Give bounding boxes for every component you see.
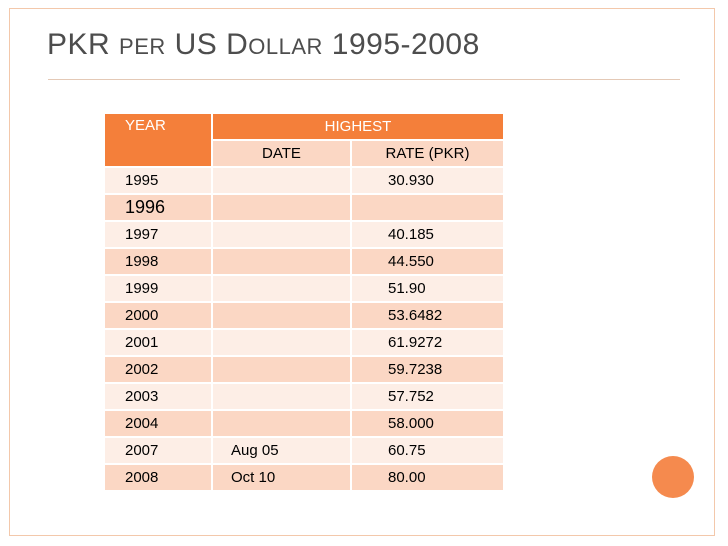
year-cell: 1997 (103, 220, 213, 249)
table-row: 2008 Oct 10 80.00 (103, 463, 505, 492)
decorative-circle (652, 456, 694, 498)
date-cell (211, 382, 352, 411)
title-part-small: PER (119, 34, 166, 59)
header-rate: RATE (PKR) (350, 139, 505, 168)
table-row: 2007 Aug 05 60.75 (103, 436, 505, 465)
rate-cell: 60.75 (350, 436, 505, 465)
exchange-rate-table: YEAR HIGHEST DATE RATE (PKR) 1995 30.930 1… (103, 112, 505, 492)
table-row: 1995 30.930 (103, 166, 505, 195)
header-date: DATE (211, 139, 352, 168)
title-part: US D (165, 28, 249, 61)
rate-cell: 51.90 (350, 274, 505, 303)
header-year: YEAR (103, 112, 213, 168)
title-part: 1995-2008 (322, 28, 480, 61)
date-cell (211, 247, 352, 276)
subheader-row: DATE RATE (PKR) (104, 139, 505, 168)
year-cell: 1996 (103, 193, 213, 222)
rate-cell: 61.9272 (350, 328, 505, 357)
header-highest: HIGHEST (211, 112, 505, 141)
title-part: PKR (47, 28, 120, 61)
year-cell: 1995 (103, 166, 213, 195)
slide-title: PKR PER US DOLLAR 1995-2008 (47, 28, 480, 62)
date-cell: Oct 10 (211, 463, 352, 492)
date-cell (211, 328, 352, 357)
table-row: 2003 57.752 (103, 382, 505, 411)
rate-cell: 53.6482 (350, 301, 505, 330)
year-cell: 2000 (103, 301, 213, 330)
date-cell (211, 166, 352, 195)
rate-cell: 30.930 (350, 166, 505, 195)
title-part-small: OLLAR (248, 34, 323, 59)
year-cell: 2004 (103, 409, 213, 438)
header-row: YEAR HIGHEST (103, 112, 505, 168)
rate-cell: 57.752 (350, 382, 505, 411)
rate-cell: 80.00 (350, 463, 505, 492)
table-row: 1998 44.550 (103, 247, 505, 276)
table-row: 1996 (103, 193, 505, 222)
year-cell: 2002 (103, 355, 213, 384)
table-row: 2000 53.6482 (103, 301, 505, 330)
slide-frame (9, 8, 715, 536)
rate-cell: 58.000 (350, 409, 505, 438)
year-cell: 2003 (103, 382, 213, 411)
table-row: 1997 40.185 (103, 220, 505, 249)
year-cell: 1998 (103, 247, 213, 276)
rate-cell: 44.550 (350, 247, 505, 276)
date-cell (211, 301, 352, 330)
rate-cell: 40.185 (350, 220, 505, 249)
date-cell: Aug 05 (211, 436, 352, 465)
year-cell: 2008 (103, 463, 213, 492)
year-cell: 2001 (103, 328, 213, 357)
date-cell (211, 355, 352, 384)
date-cell (211, 409, 352, 438)
title-divider (48, 79, 680, 80)
date-cell (211, 274, 352, 303)
date-cell (211, 193, 352, 222)
rate-cell: 59.7238 (350, 355, 505, 384)
table-row: 2004 58.000 (103, 409, 505, 438)
date-cell (211, 220, 352, 249)
rate-cell (350, 193, 505, 222)
year-cell: 2007 (103, 436, 213, 465)
table-row: 2002 59.7238 (103, 355, 505, 384)
table-row: 1999 51.90 (103, 274, 505, 303)
table-row: 2001 61.9272 (103, 328, 505, 357)
year-cell: 1999 (103, 274, 213, 303)
